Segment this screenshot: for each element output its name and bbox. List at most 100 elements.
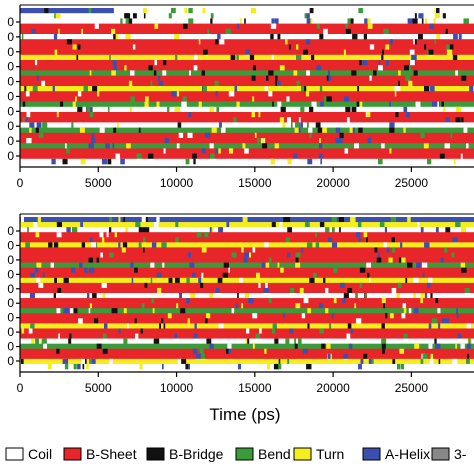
structure-speckle (113, 34, 116, 40)
y-tick-label: 0 (7, 149, 14, 163)
structure-speckle (315, 122, 321, 128)
structure-speckle (176, 303, 179, 309)
structure-speckle (265, 282, 268, 289)
structure-speckle (100, 252, 103, 258)
structure-speckle (89, 112, 94, 118)
structure-speckle (364, 293, 367, 299)
structure-speckle (51, 158, 56, 165)
structure-speckle (198, 277, 202, 284)
structure-speckle (358, 363, 362, 370)
structure-speckle (300, 122, 303, 128)
structure-row (20, 348, 474, 355)
structure-speckle (36, 75, 39, 82)
structure-speckle (371, 358, 374, 365)
structure-speckle (295, 122, 300, 128)
x-tick-label: 0 (17, 176, 24, 190)
structure-speckle (407, 18, 414, 24)
structure-speckle (35, 338, 40, 344)
structure-speckle (202, 86, 207, 92)
structure-speckle (56, 222, 63, 228)
structure-speckle (31, 338, 35, 344)
structure-speckle (83, 358, 87, 365)
structure-speckle (345, 23, 348, 30)
structure-speckle (102, 333, 107, 339)
structure-speckle (386, 247, 390, 253)
structure-speckle (303, 298, 309, 304)
structure-speckle (415, 101, 421, 108)
structure-row (20, 287, 474, 294)
structure-speckle (141, 217, 146, 223)
structure-speckle (156, 287, 162, 294)
structure-speckle (285, 338, 290, 344)
structure-speckle (277, 34, 281, 40)
structure-speckle (424, 44, 427, 50)
structure-speckle (413, 39, 416, 45)
structure-speckle (274, 18, 279, 24)
structure-speckle (101, 237, 105, 243)
structure-speckle (192, 153, 197, 160)
structure-speckle (123, 308, 127, 314)
structure-speckle (428, 323, 432, 329)
structure-speckle (86, 363, 89, 370)
structure-speckle (71, 227, 78, 233)
structure-speckle (238, 363, 242, 370)
structure-speckle (325, 308, 329, 314)
structure-speckle (140, 328, 143, 334)
structure-row (20, 23, 474, 30)
structure-speckle (140, 227, 146, 233)
structure-speckle (346, 117, 350, 123)
structure-speckle (403, 308, 407, 314)
structure-speckle (209, 153, 215, 160)
structure-speckle (152, 8, 158, 14)
structure-row (20, 75, 474, 82)
structure-speckle (359, 60, 362, 66)
structure-speckle (134, 267, 138, 274)
structure-speckle (350, 18, 354, 24)
structure-speckle (118, 328, 121, 334)
structure-speckle (74, 96, 77, 102)
structure-speckle (275, 75, 278, 82)
structure-speckle (327, 75, 332, 82)
structure-speckle (276, 80, 281, 87)
structure-speckle (420, 358, 424, 365)
structure-speckle (430, 353, 434, 360)
structure-speckle (48, 242, 53, 248)
structure-speckle (96, 257, 100, 263)
structure-speckle (89, 303, 92, 309)
structure-speckle (228, 91, 235, 97)
legend-swatch (146, 447, 165, 461)
structure-speckle (357, 86, 360, 92)
structure-speckle (431, 101, 438, 108)
structure-row (20, 242, 474, 248)
structure-speckle (108, 106, 110, 113)
structure-speckle (434, 39, 436, 45)
structure-speckle (252, 313, 258, 319)
structure-speckle (53, 34, 58, 40)
structure-speckle (168, 13, 172, 19)
structure-speckle (126, 323, 129, 329)
structure-speckle (328, 8, 333, 14)
structure-speckle (431, 318, 438, 324)
structure-speckle (158, 80, 163, 87)
structure-speckle (324, 96, 328, 102)
structure-row (20, 70, 474, 76)
structure-speckle (188, 112, 192, 118)
structure-speckle (423, 143, 429, 149)
structure-speckle (219, 39, 225, 45)
structure-speckle (368, 358, 373, 365)
structure-speckle (59, 101, 64, 108)
structure-speckle (239, 277, 243, 284)
structure-speckle (314, 232, 317, 238)
structure-speckle (338, 217, 344, 223)
structure-speckle (123, 338, 128, 344)
structure-speckle (161, 242, 167, 248)
structure-speckle (307, 158, 313, 165)
structure-speckle (402, 303, 407, 309)
structure-speckle (306, 363, 312, 370)
structure-speckle (222, 272, 228, 279)
structure-speckle (401, 313, 406, 319)
legend-label: 3- (454, 446, 467, 462)
structure-speckle (139, 363, 143, 370)
structure-speckle (111, 70, 115, 76)
structure-speckle (327, 70, 330, 76)
